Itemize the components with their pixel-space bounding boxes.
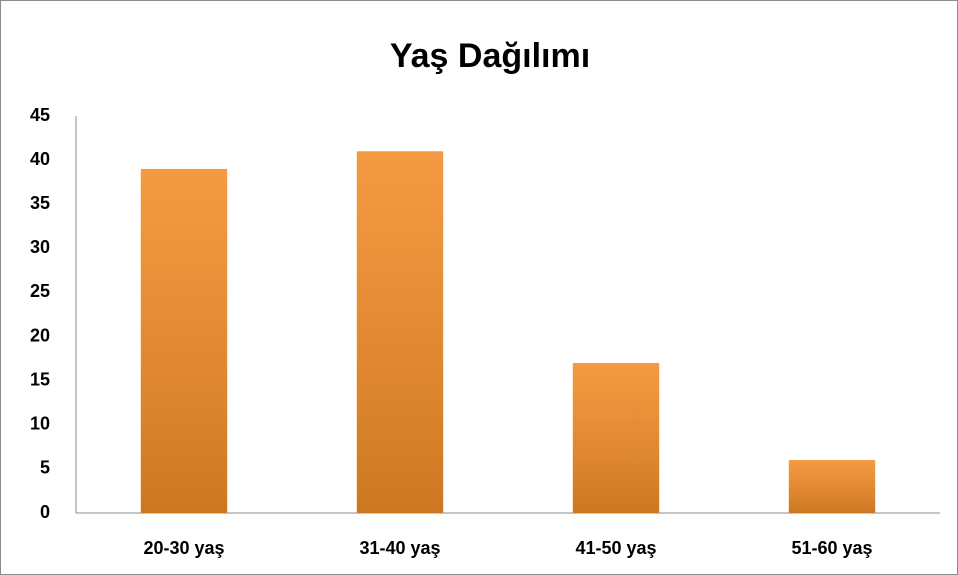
bar-shading [788,460,876,513]
y-tick-label: 25 [30,281,50,301]
x-tick-label: 20-30 yaş [143,538,224,558]
y-tick-label: 15 [30,369,50,389]
bar-shading [140,168,228,513]
y-tick-label: 5 [40,458,50,478]
x-tick-label: 31-40 yaş [359,538,440,558]
y-tick-label: 40 [30,149,50,169]
y-tick-label: 20 [30,325,50,345]
bar-shading [572,363,660,513]
bar-shading [356,151,444,514]
y-tick-label: 10 [30,414,50,434]
x-tick-label: 41-50 yaş [575,538,656,558]
y-tick-label: 45 [30,105,50,125]
y-tick-label: 0 [40,502,50,522]
y-tick-label: 30 [30,237,50,257]
x-tick-label: 51-60 yaş [791,538,872,558]
y-tick-label: 35 [30,193,50,213]
chart-title: Yaş Dağılımı [390,37,590,75]
